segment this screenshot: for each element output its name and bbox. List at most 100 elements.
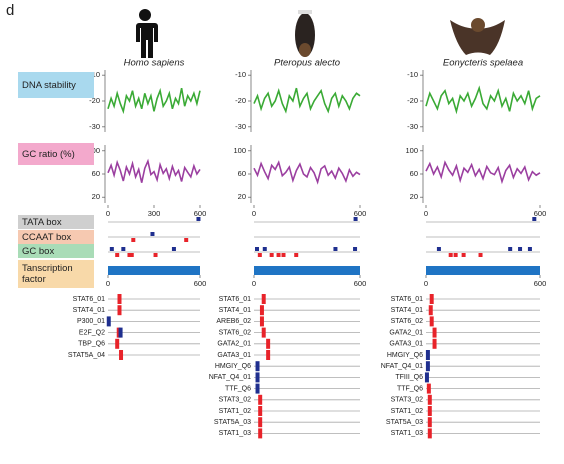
- factor-label: STAT5A_04: [68, 352, 105, 359]
- motif-site: [353, 217, 358, 221]
- factor-site: [428, 305, 433, 316]
- factor-label: STAT3_02: [219, 397, 252, 404]
- factor-site: [425, 350, 430, 360]
- factor-site: [429, 316, 434, 327]
- factor-label: GATA3_01: [217, 352, 251, 359]
- row-label: TATA box: [18, 215, 94, 229]
- x-tick-label: 0: [106, 279, 110, 288]
- data-line: [253, 160, 361, 185]
- species-title: Pteropus alecto: [274, 58, 340, 69]
- factor-label: HMGIY_Q6: [387, 352, 423, 359]
- y-tick-label: 20: [92, 192, 100, 201]
- row-label: CCAAT box: [18, 230, 94, 244]
- factor-site: [261, 327, 266, 338]
- motif-site: [461, 253, 466, 257]
- row-label: Tanscription factor: [18, 260, 94, 288]
- y-tick-label: -30: [407, 122, 418, 131]
- x-tick-label: 600: [534, 279, 547, 288]
- x-tick-label: 300: [148, 209, 161, 218]
- factor-label: STAT1_03: [391, 430, 424, 437]
- motif-site: [436, 247, 441, 251]
- motif-site: [276, 253, 281, 257]
- factor-label: E2F_Q2: [79, 329, 105, 336]
- factor-site: [427, 406, 432, 416]
- factor-site: [259, 305, 264, 316]
- y-tick-label: -10: [407, 70, 418, 79]
- factor-site: [255, 383, 260, 394]
- y-tick-label: -10: [89, 70, 100, 79]
- factor-label: STAT6_02: [391, 318, 424, 325]
- motif-site: [171, 247, 176, 251]
- y-tick-label: 20: [410, 192, 418, 201]
- x-tick-label: 600: [194, 209, 207, 218]
- factor-site: [427, 417, 432, 428]
- motif-site: [262, 247, 267, 251]
- motif-site: [453, 253, 458, 257]
- factor-label: STAT4_01: [73, 307, 106, 314]
- y-tick-label: -20: [235, 96, 246, 105]
- data-line: [253, 87, 361, 114]
- eonycteris-icon: [450, 18, 505, 55]
- tf-bar: [426, 266, 540, 275]
- motif-site: [150, 232, 155, 236]
- factor-site: [432, 338, 437, 349]
- x-tick-label: 0: [106, 209, 110, 218]
- x-tick-label: 600: [354, 209, 367, 218]
- factor-label: NFAT_Q4_01: [381, 363, 423, 370]
- motif-site: [532, 217, 537, 221]
- factor-site: [118, 327, 123, 338]
- motif-site: [333, 247, 338, 251]
- factor-label: AREB6_02: [216, 318, 251, 325]
- data-line: [425, 160, 541, 185]
- factor-site: [261, 294, 266, 304]
- species-title: Homo sapiens: [124, 58, 185, 69]
- motif-site: [448, 253, 453, 257]
- factor-label: STAT5A_03: [386, 419, 423, 426]
- data-line: [107, 158, 201, 183]
- row-label: DNA stability: [18, 72, 94, 98]
- factor-label: TBP_Q6: [78, 341, 105, 348]
- motif-site: [527, 247, 532, 251]
- motif-site: [478, 253, 483, 257]
- factor-label: TTF_Q6: [397, 385, 423, 392]
- factor-site: [429, 294, 434, 304]
- motif-site: [184, 238, 189, 242]
- factor-site: [258, 428, 263, 439]
- tf-bar: [108, 266, 200, 275]
- y-tick-label: 60: [92, 169, 100, 178]
- y-tick-label: -20: [407, 96, 418, 105]
- x-tick-label: 0: [424, 209, 428, 218]
- factor-label: STAT6_01: [73, 296, 106, 303]
- x-tick-label: 600: [194, 279, 207, 288]
- x-tick-label: 600: [534, 209, 547, 218]
- y-tick-label: 60: [238, 169, 246, 178]
- factor-site: [255, 372, 260, 383]
- row-label: GC ratio (%): [18, 143, 94, 165]
- factor-site: [425, 361, 430, 372]
- factor-site: [258, 406, 263, 416]
- motif-site: [196, 217, 201, 221]
- x-tick-label: 600: [354, 279, 367, 288]
- row-label: GC box: [18, 244, 94, 258]
- factor-label: HMGIY_Q6: [215, 363, 251, 370]
- factor-site: [119, 350, 124, 360]
- x-tick-label: 0: [252, 209, 256, 218]
- factor-label: NFAT_Q4_01: [209, 374, 251, 381]
- factor-label: TFIII_Q6: [395, 374, 423, 381]
- factor-label: STAT6_02: [219, 329, 252, 336]
- y-tick-label: -30: [235, 122, 246, 131]
- motif-site: [121, 247, 126, 251]
- factor-site: [266, 350, 271, 360]
- motif-site: [129, 253, 134, 257]
- factor-label: GATA2_01: [389, 329, 423, 336]
- motif-site: [127, 253, 132, 257]
- pteropus-icon: [295, 10, 315, 57]
- motif-site: [353, 247, 358, 251]
- factor-site: [258, 417, 263, 428]
- factor-site: [117, 294, 122, 304]
- motif-site: [255, 247, 260, 251]
- factor-label: STAT3_02: [391, 397, 424, 404]
- factor-site: [117, 305, 122, 316]
- factor-label: STAT4_01: [391, 307, 424, 314]
